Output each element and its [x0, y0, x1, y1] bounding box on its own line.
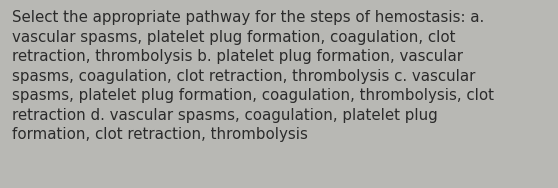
Text: Select the appropriate pathway for the steps of hemostasis: a.
vascular spasms, : Select the appropriate pathway for the s… — [12, 10, 494, 142]
